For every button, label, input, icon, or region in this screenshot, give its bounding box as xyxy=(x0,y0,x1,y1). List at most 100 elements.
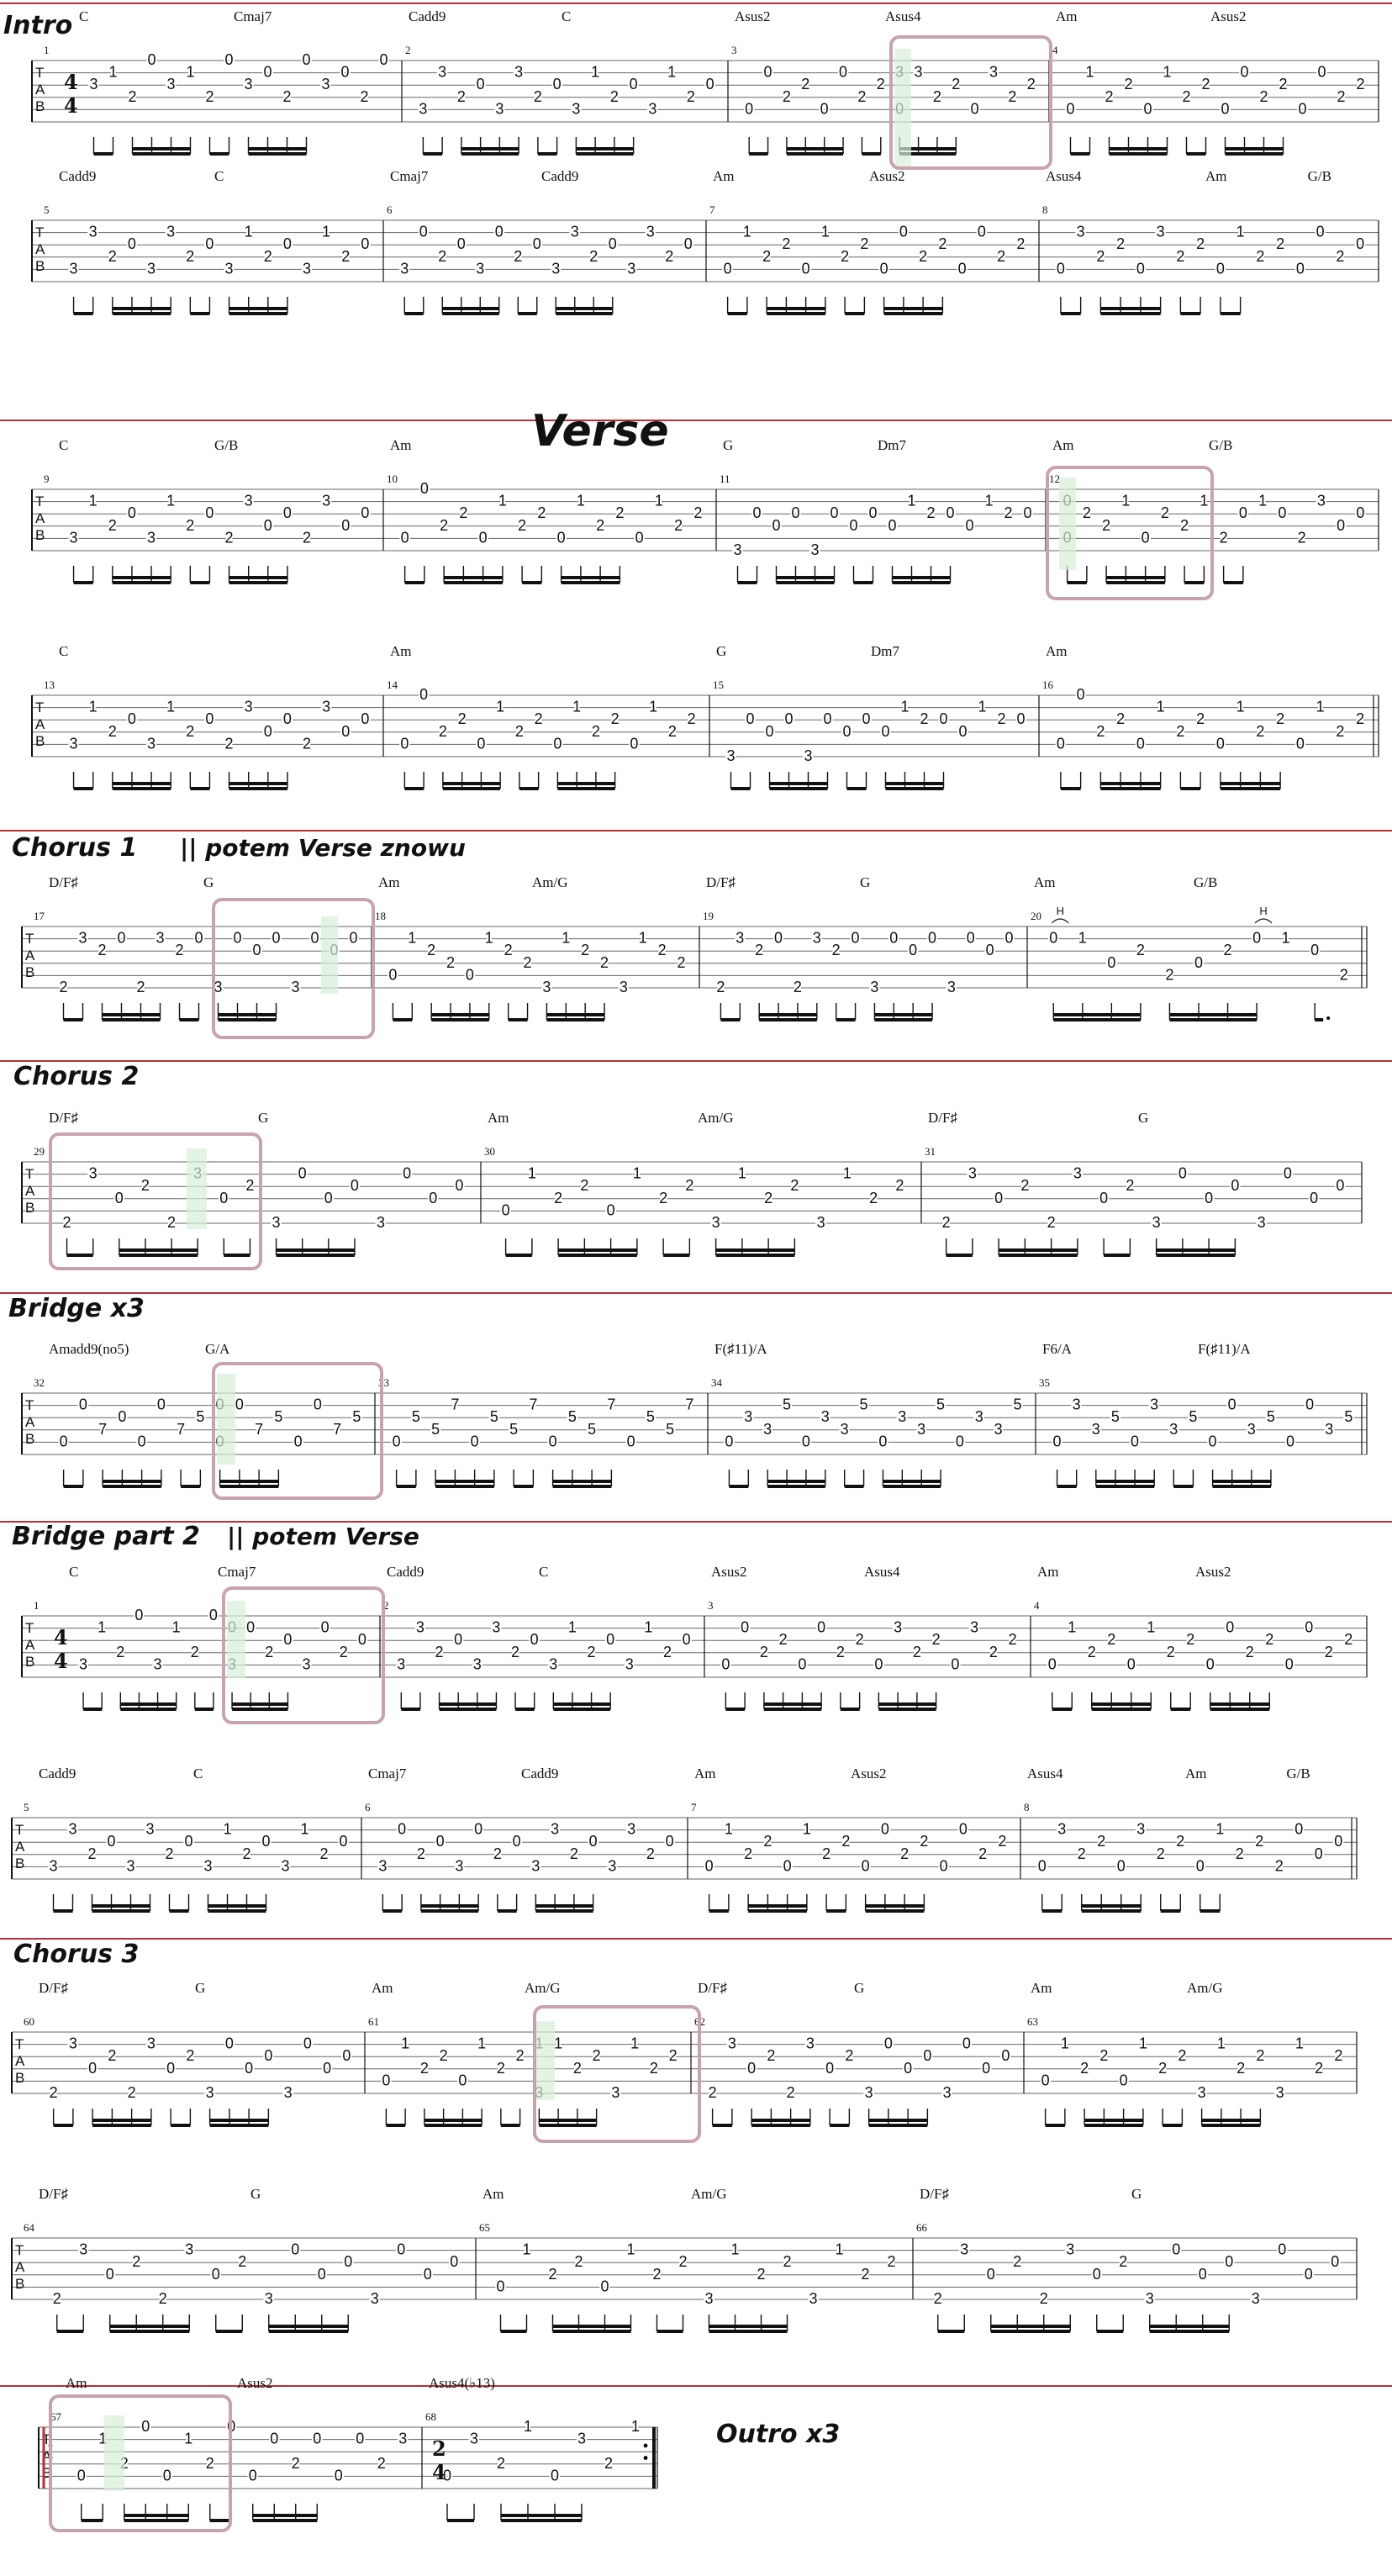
chord-symbol: Am/G xyxy=(525,1980,561,1996)
fret-number: 0 xyxy=(205,710,214,727)
tab-clef-letter: A xyxy=(35,241,45,257)
fret-number: 2 xyxy=(1105,88,1113,105)
fret-number: 1 xyxy=(300,1821,308,1838)
chord-symbol: F(♯11)/A xyxy=(1198,1341,1251,1357)
tab-clef-letter: T xyxy=(25,1620,34,1636)
chord-symbol: D/F♯ xyxy=(920,2186,949,2202)
fret-number: 0 xyxy=(424,2266,432,2283)
fret-number: 1 xyxy=(743,224,751,240)
fret-number: 5 xyxy=(936,1396,945,1413)
note-highlight xyxy=(536,2021,555,2100)
fret-number: 1 xyxy=(630,2035,639,2052)
fret-number: 3 xyxy=(1073,1165,1082,1182)
fret-number: 2 xyxy=(822,1845,830,1862)
fret-number: 2 xyxy=(1027,76,1036,92)
fret-number: 0 xyxy=(361,235,369,252)
fret-number: 0 xyxy=(166,2060,175,2077)
fret-number: 3 xyxy=(225,260,234,277)
fret-number: 2 xyxy=(790,1177,799,1194)
fret-number: 0 xyxy=(88,2060,97,2077)
hammer-on-label: H xyxy=(1057,905,1064,917)
fret-number: 0 xyxy=(940,1857,948,1874)
fret-number: 3 xyxy=(648,100,656,117)
fret-number: 7 xyxy=(98,1421,107,1438)
fret-number: 0 xyxy=(1093,2266,1101,2283)
note-highlight xyxy=(894,49,911,166)
fret-number: 0 xyxy=(361,504,369,521)
fret-number: 3 xyxy=(551,260,560,277)
section-title: Verse xyxy=(531,406,669,457)
fret-number: 1 xyxy=(401,2035,409,2052)
fret-number: 3 xyxy=(627,1821,635,1838)
note-highlight xyxy=(104,2415,124,2491)
fret-number: 2 xyxy=(861,2266,869,2283)
fret-number: 3 xyxy=(291,979,299,995)
fret-number: 0 xyxy=(184,1833,192,1850)
measure-number: 65 xyxy=(479,2221,490,2234)
fret-number: 0 xyxy=(341,517,350,534)
fret-number: 5 xyxy=(412,1408,420,1425)
fret-number: 2 xyxy=(801,76,809,92)
fret-number: 0 xyxy=(358,1631,366,1648)
fret-number: 0 xyxy=(310,930,319,947)
fret-number: 0 xyxy=(77,2467,86,2484)
fret-number: 3 xyxy=(514,64,523,81)
time-signature-top: 4 xyxy=(64,70,78,94)
fret-number: 0 xyxy=(225,2035,234,2052)
fret-number: 0 xyxy=(1240,64,1248,81)
measure: 30 Am Am/G 0 1 2 2 0 1 2 2 3 1 2 2 3 1 2 2 xyxy=(484,1110,922,1257)
chord-symbol: D/F♯ xyxy=(706,874,736,890)
fret-number: 2 xyxy=(767,2047,775,2064)
fret-number: 2 xyxy=(108,517,117,534)
fret-number: 0 xyxy=(830,504,838,521)
fret-number: 3 xyxy=(1198,2084,1206,2101)
fret-number: 2 xyxy=(554,1190,562,1206)
measure-number: 14 xyxy=(387,678,398,691)
fret-number: 3 xyxy=(89,224,98,240)
fret-number: 2 xyxy=(108,248,117,265)
fret-number: 0 xyxy=(1041,2072,1050,2088)
tab-system: Bridge x3TAB32Amadd9(no5)G/A007000750007… xyxy=(0,1292,1392,1488)
fret-number: 2 xyxy=(319,1845,328,1862)
fret-number: 0 xyxy=(1356,504,1364,521)
chord-symbol: Asus2 xyxy=(237,2375,273,2391)
fret-number: 1 xyxy=(738,1165,746,1182)
fret-number: 0 xyxy=(1049,930,1057,947)
chord-symbol: G/A xyxy=(205,1341,230,1357)
fret-number: 0 xyxy=(339,1833,347,1850)
fret-number: 0 xyxy=(765,723,773,740)
measure: 66 D/F♯ G 2 3 0 2 2 3 0 2 3 0 0 0 3 0 0 0 xyxy=(916,2186,1358,2333)
fret-number: 2 xyxy=(1040,2290,1048,2307)
fret-number: 2 xyxy=(869,1190,878,1206)
fret-number: 2 xyxy=(1279,76,1287,92)
fret-number: 3 xyxy=(968,1165,977,1182)
fret-number: 2 xyxy=(1124,76,1132,92)
fret-number: 0 xyxy=(361,710,369,727)
fret-number: 0 xyxy=(443,2467,451,2484)
measure-number: 35 xyxy=(1039,1376,1050,1389)
fret-number: 2 xyxy=(1276,710,1284,727)
section-title: Bridge x3 xyxy=(8,1294,145,1323)
fret-number: 2 xyxy=(282,88,291,105)
fret-number: 3 xyxy=(1252,2290,1260,2307)
fret-number: 0 xyxy=(457,235,466,252)
fret-number: 1 xyxy=(577,493,585,509)
tab-system: Outro x3TAB67AmAsus2012001200020002368As… xyxy=(0,2375,1392,2522)
fret-number: 2 xyxy=(1078,1845,1086,1862)
fret-number: 0 xyxy=(823,710,831,727)
chord-symbol: C xyxy=(59,437,68,453)
highlight-box xyxy=(49,2394,232,2532)
chord-symbol: Asus4 xyxy=(1046,168,1082,184)
fret-number: 3 xyxy=(625,1655,634,1672)
chord-symbol: Am/G xyxy=(532,874,568,890)
fret-number: 1 xyxy=(1215,1821,1224,1838)
fret-number: 2 xyxy=(1336,723,1344,740)
chord-symbol: D/F♯ xyxy=(39,1980,68,1996)
fret-number: 2 xyxy=(1167,1644,1175,1660)
fret-number: 3 xyxy=(733,541,741,558)
fret-number: 1 xyxy=(730,2241,739,2258)
fret-number: 0 xyxy=(224,51,233,68)
